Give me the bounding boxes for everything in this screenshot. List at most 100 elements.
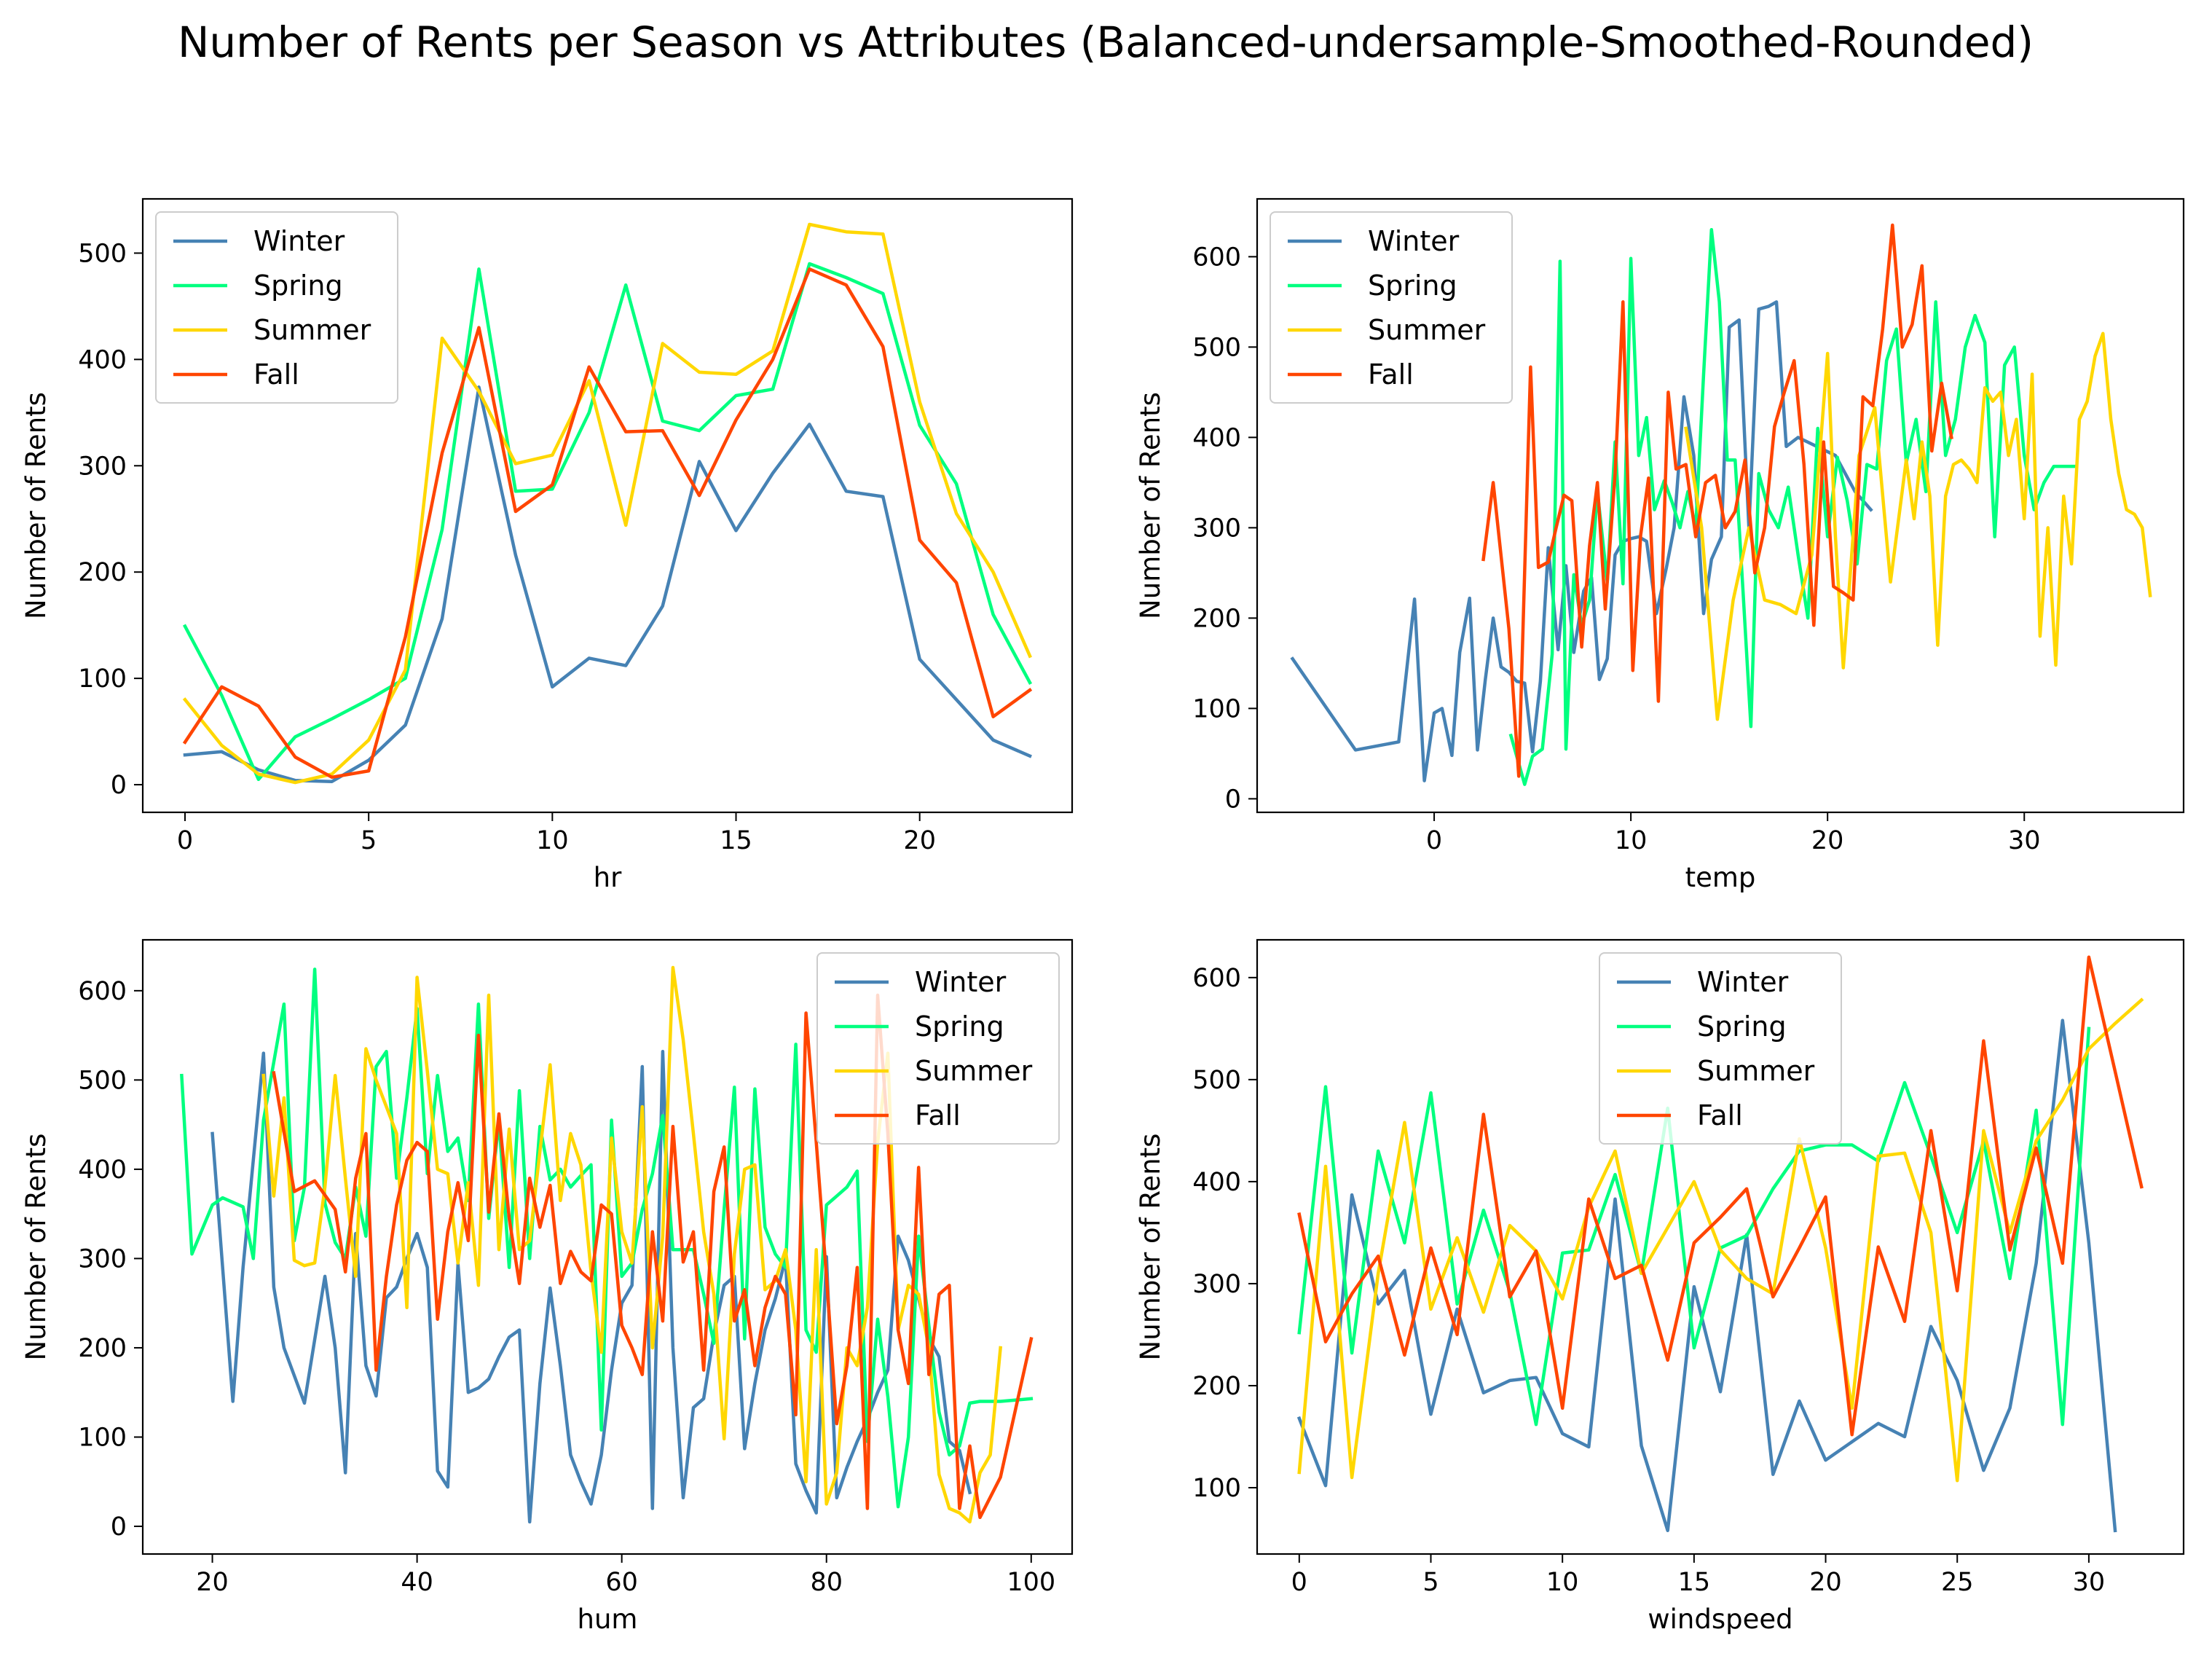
chart-2-legend-label-spring: Spring — [915, 1011, 1004, 1043]
subplot-hum: 20 40 60 80 100 0 100 200 300 400 500 600 hum Number … — [20, 938, 1074, 1635]
chart-0-series-spring-line — [182, 262, 1033, 782]
chart-0-legend-label-winter: Winter — [253, 225, 345, 257]
chart-0-legend-box — [155, 211, 398, 404]
chart-1-xlabel: temp — [1685, 862, 1756, 893]
chart-0-axes-frame — [141, 197, 1074, 814]
chart-2-axes-frame — [141, 938, 1074, 1555]
chart-0-legend: Winter Spring Summer Fall — [155, 211, 398, 404]
chart-3-xtick-label: 25 — [1941, 1568, 1974, 1597]
chart-2-xtick-label: 80 — [810, 1568, 843, 1597]
chart-2-ytick-label: 300 — [78, 1244, 127, 1274]
chart-0-legend-label-fall: Fall — [253, 358, 299, 391]
chart-1-series-winter-line — [1290, 300, 1873, 782]
chart-0-series-fall-line — [182, 267, 1033, 780]
chart-0-ylabel: Number of Rents — [20, 392, 52, 619]
chart-1-xtick-label: 0 — [1426, 826, 1442, 855]
chart-1-ytick-label: 100 — [1192, 694, 1241, 723]
chart-0-xlabel: hr — [594, 862, 622, 893]
chart-3-ytick-label: 400 — [1192, 1168, 1241, 1197]
chart-2-legend-box — [816, 952, 1060, 1145]
chart-1-xtick-label: 20 — [1811, 826, 1844, 855]
chart-2-legend-label-winter: Winter — [915, 966, 1007, 998]
chart-3-xtick-label: 10 — [1546, 1568, 1579, 1597]
chart-3-legend-label-spring: Spring — [1697, 1011, 1787, 1043]
chart-2-ytick-label: 600 — [78, 977, 127, 1006]
figure-title: Number of Rents per Season vs Attributes… — [178, 17, 2034, 67]
chart-1-series-fall-line — [1481, 223, 1953, 778]
chart-2-legend-label-summer: Summer — [915, 1055, 1033, 1087]
chart-3-ylabel: Number of Rents — [1135, 1134, 1166, 1361]
chart-1-legend: Winter Spring Summer Fall — [1270, 211, 1513, 404]
chart-0-ytick-label: 400 — [78, 345, 127, 374]
chart-0-xtick-label: 0 — [177, 826, 193, 855]
chart-3-legend-label-winter: Winter — [1697, 966, 1789, 998]
chart-0-ytick-label: 200 — [78, 558, 127, 587]
chart-1-ytick-label: 500 — [1192, 333, 1241, 362]
chart-2-xtick-label: 60 — [605, 1568, 638, 1597]
chart-2-ytick-label: 400 — [78, 1155, 127, 1185]
chart-1-legend-label-summer: Summer — [1368, 314, 1486, 346]
subplot-windspeed: 0 5 10 15 20 25 30 100 200 300 400 500 600 windspeed N… — [1135, 938, 2185, 1635]
chart-3-ytick-label: 100 — [1192, 1474, 1241, 1503]
chart-3-legend: Winter Spring Summer Fall — [1599, 952, 1842, 1145]
chart-2-ytick-label: 500 — [78, 1066, 127, 1095]
chart-3-series-spring-line — [1297, 1027, 2091, 1427]
chart-3-xtick-label: 5 — [1422, 1568, 1438, 1597]
chart-0-xtick-label: 10 — [536, 826, 569, 855]
chart-3-xtick-label: 30 — [2073, 1568, 2106, 1597]
chart-3-ytick-label: 300 — [1192, 1270, 1241, 1299]
chart-3-ytick-label: 200 — [1192, 1372, 1241, 1401]
chart-2-xlabel: hum — [578, 1604, 638, 1635]
chart-1-ylabel: Number of Rents — [1135, 392, 1166, 619]
chart-2-ytick-label: 0 — [111, 1512, 127, 1542]
chart-1-series-summer-line — [1684, 331, 2152, 721]
chart-1-ytick-label: 200 — [1192, 604, 1241, 633]
chart-3-ytick-label: 500 — [1192, 1066, 1241, 1095]
chart-2-legend: Winter Spring Summer Fall — [816, 952, 1060, 1145]
chart-3-xtick-label: 15 — [1678, 1568, 1711, 1597]
chart-0-xtick-label: 20 — [903, 826, 936, 855]
chart-1-ytick-label: 0 — [1225, 785, 1241, 814]
chart-3-xtick-label: 20 — [1809, 1568, 1842, 1597]
chart-1-ytick-label: 400 — [1192, 423, 1241, 452]
chart-1-axes-frame — [1256, 197, 2185, 814]
chart-0-legend-label-summer: Summer — [253, 314, 371, 346]
chart-1-legend-box — [1270, 211, 1513, 404]
chart-1-xtick-label: 10 — [1615, 826, 1648, 855]
chart-0-ytick-label: 0 — [111, 771, 127, 800]
chart-2-xtick-label: 20 — [196, 1568, 229, 1597]
chart-0-legend-label-spring: Spring — [253, 270, 343, 302]
chart-2-ylabel: Number of Rents — [20, 1134, 52, 1361]
chart-3-legend-label-summer: Summer — [1697, 1055, 1815, 1087]
chart-3-axes-frame — [1256, 938, 2185, 1555]
chart-0-xtick-label: 15 — [720, 826, 752, 855]
chart-3-xlabel: windspeed — [1648, 1604, 1792, 1635]
chart-0-series-winter-line — [183, 385, 1032, 783]
chart-3-legend-box — [1599, 952, 1842, 1145]
chart-3-legend-label-fall: Fall — [1697, 1099, 1743, 1131]
chart-2-xtick-label: 40 — [401, 1568, 433, 1597]
chart-2-xtick-label: 100 — [1007, 1568, 1055, 1597]
chart-2-legend-label-fall: Fall — [915, 1099, 961, 1131]
chart-3-xtick-label: 0 — [1291, 1568, 1307, 1597]
chart-0-ytick-label: 300 — [78, 452, 127, 481]
chart-0-ytick-label: 500 — [78, 239, 127, 268]
chart-0-ytick-label: 100 — [78, 664, 127, 694]
chart-2-ytick-label: 200 — [78, 1334, 127, 1363]
chart-3-ytick-label: 600 — [1192, 964, 1241, 993]
chart-1-ytick-label: 600 — [1192, 243, 1241, 272]
chart-1-legend-label-winter: Winter — [1368, 225, 1460, 257]
chart-1-xtick-label: 30 — [2008, 826, 2041, 855]
chart-1-ytick-label: 300 — [1192, 514, 1241, 543]
chart-3-series-summer-line — [1297, 997, 2144, 1483]
chart-0-xtick-label: 5 — [361, 826, 377, 855]
chart-2-ytick-label: 100 — [78, 1423, 127, 1452]
chart-3-series-winter-line — [1296, 1019, 2117, 1533]
chart-2-series-winter-line — [210, 1049, 972, 1524]
chart-1-legend-label-fall: Fall — [1368, 358, 1414, 391]
chart-1-legend-label-spring: Spring — [1368, 270, 1457, 302]
chart-3-series-fall-line — [1297, 955, 2144, 1437]
